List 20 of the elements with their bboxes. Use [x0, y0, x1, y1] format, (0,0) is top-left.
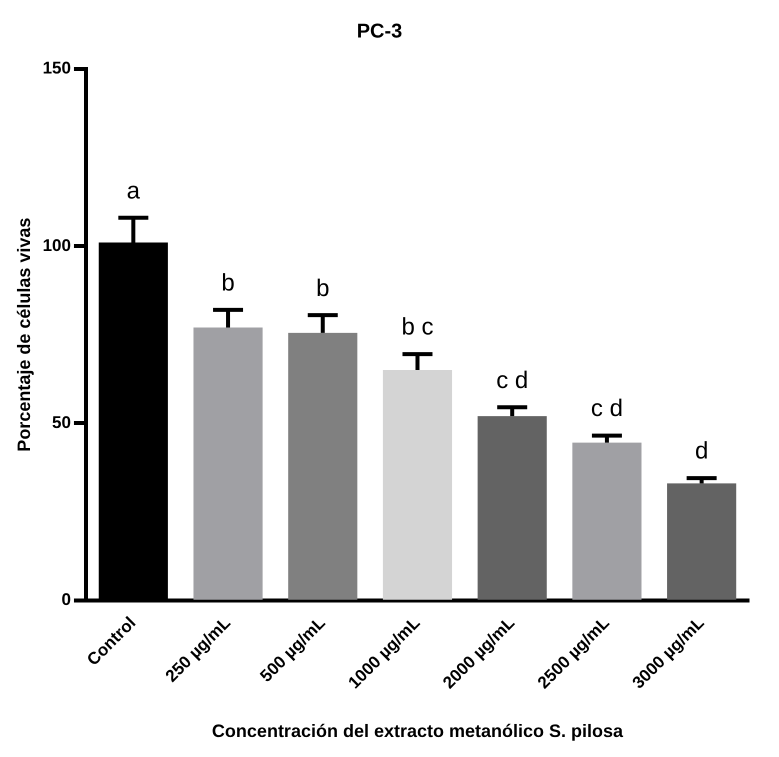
bar [478, 416, 547, 600]
y-axis-title: Porcentaje de células vivas [14, 218, 34, 452]
x-axis-title: Concentración del extracto metanólico S. pilosa [212, 721, 624, 742]
y-tick-label: 150 [42, 58, 71, 78]
bar [572, 442, 642, 600]
bar [382, 370, 452, 600]
bar [667, 483, 736, 600]
annotation: b c [401, 314, 434, 341]
y-tick-label: 0 [61, 590, 71, 609]
annotation: c d [590, 395, 623, 422]
annotation: b [221, 269, 235, 296]
annotation: d [694, 438, 708, 465]
bar [288, 332, 358, 600]
annotation: a [126, 177, 141, 204]
y-tick-label: 50 [52, 412, 71, 432]
annotation: c d [496, 366, 528, 394]
bar [193, 328, 263, 600]
annotation: b [316, 274, 330, 302]
chart-title: PC-3 [356, 20, 402, 43]
y-tick-label: 100 [42, 236, 71, 255]
